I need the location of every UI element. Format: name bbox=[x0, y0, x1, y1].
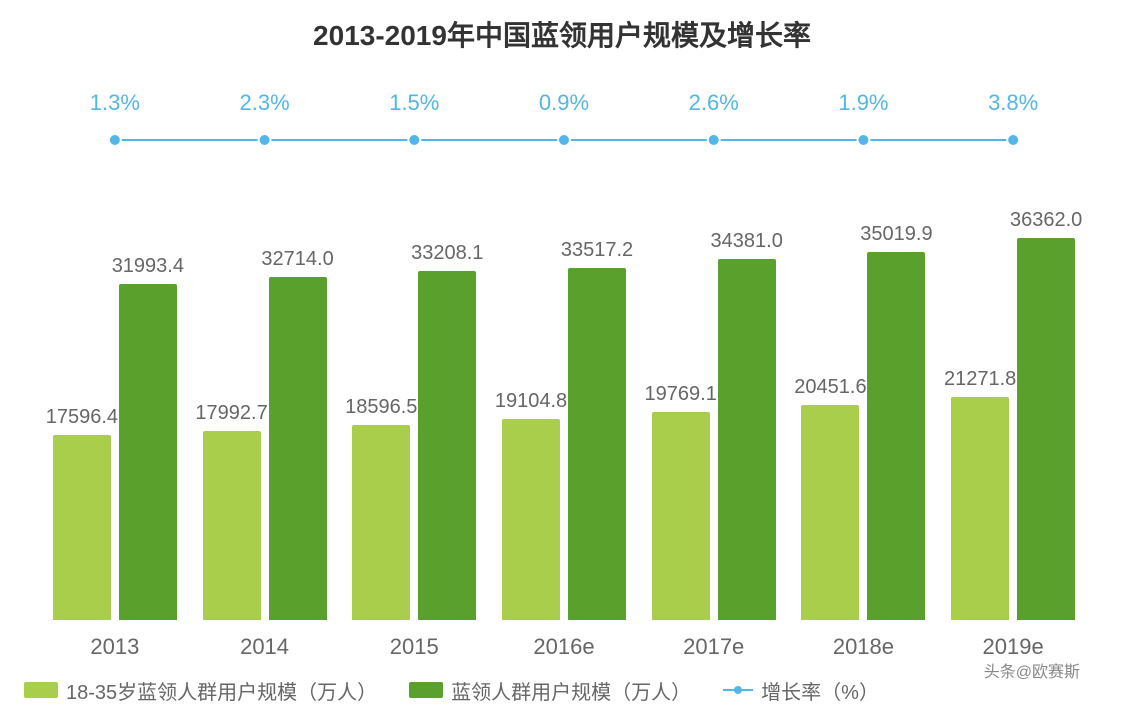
growth-pct-label: 1.5% bbox=[339, 90, 489, 116]
x-category-label: 2015 bbox=[339, 634, 489, 660]
x-category-label: 2017e bbox=[639, 634, 789, 660]
bar-b-value: 33517.2 bbox=[527, 239, 667, 262]
growth-pct-label: 0.9% bbox=[489, 90, 639, 116]
legend-item-b: 蓝领人群用户规模（万人） bbox=[409, 676, 691, 705]
bar-b bbox=[119, 284, 177, 620]
bar-b-value: 32714.0 bbox=[228, 248, 368, 271]
legend-swatch-line bbox=[723, 689, 753, 691]
bar-a bbox=[652, 412, 710, 620]
x-category-label: 2018e bbox=[788, 634, 938, 660]
bar-b-value: 36362.0 bbox=[976, 209, 1116, 232]
bar-b-value: 35019.9 bbox=[826, 223, 966, 246]
legend-label-a: 18-35岁蓝领人群用户规模（万人） bbox=[66, 676, 377, 705]
legend-label-line: 增长率（%） bbox=[761, 676, 879, 705]
bar-b-value: 34381.0 bbox=[677, 230, 817, 253]
growth-pct-label: 3.8% bbox=[938, 90, 1088, 116]
growth-pct-label: 1.3% bbox=[40, 90, 190, 116]
bar-a bbox=[352, 425, 410, 620]
bar-a-value: 19104.8 bbox=[461, 390, 601, 413]
bar-line-chart: 2013-2019年中国蓝领用户规模及增长率 17596.4 31993.4 201… bbox=[0, 0, 1124, 720]
legend-item-line: 增长率（%） bbox=[723, 676, 879, 705]
plot-area: 17596.431993.4201317992.732714.020141859… bbox=[40, 200, 1088, 620]
legend-item-a: 18-35岁蓝领人群用户规模（万人） bbox=[24, 676, 377, 705]
watermark: 头条@欧赛斯 bbox=[980, 656, 1084, 684]
legend-swatch-b bbox=[409, 682, 443, 698]
bar-a-value: 20451.6 bbox=[760, 376, 900, 399]
bar-a bbox=[951, 397, 1009, 620]
bar-a bbox=[801, 405, 859, 620]
bar-b bbox=[568, 268, 626, 620]
bar-a bbox=[502, 419, 560, 620]
bar-b bbox=[1017, 238, 1075, 620]
growth-pct-label: 1.9% bbox=[788, 90, 938, 116]
x-category-label: 2016e bbox=[489, 634, 639, 660]
bar-a bbox=[203, 431, 261, 620]
bar-a-value: 21271.8 bbox=[910, 368, 1050, 391]
x-category-label: 2013 bbox=[40, 634, 190, 660]
bar-b bbox=[269, 277, 327, 620]
bar-b bbox=[867, 252, 925, 620]
bar-a-value: 18596.5 bbox=[311, 396, 451, 419]
bar-a-value: 19769.1 bbox=[611, 383, 751, 406]
bar-a bbox=[53, 435, 111, 620]
bar-b bbox=[418, 271, 476, 620]
growth-pct-label: 2.3% bbox=[190, 90, 340, 116]
legend-swatch-a bbox=[24, 682, 58, 698]
legend: 18-35岁蓝领人群用户规模（万人） 蓝领人群用户规模（万人） 增长率（%） bbox=[24, 670, 1104, 710]
x-category-label: 2014 bbox=[190, 634, 340, 660]
chart-title: 2013-2019年中国蓝领用户规模及增长率 bbox=[0, 14, 1124, 54]
bar-a-value: 17992.7 bbox=[162, 402, 302, 425]
bar-b-value: 31993.4 bbox=[78, 255, 218, 278]
growth-pct-label: 2.6% bbox=[639, 90, 789, 116]
legend-label-b: 蓝领人群用户规模（万人） bbox=[451, 676, 691, 705]
bar-b bbox=[718, 259, 776, 620]
bar-b-value: 33208.1 bbox=[377, 242, 517, 265]
bar-a-value: 17596.4 bbox=[12, 406, 152, 429]
